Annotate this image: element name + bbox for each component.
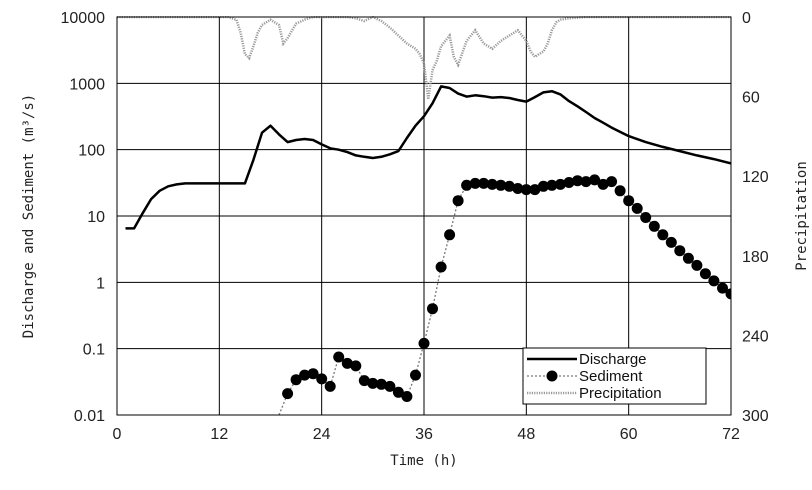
series-precipitation bbox=[117, 16, 731, 100]
series-layer bbox=[117, 16, 731, 416]
x-axis-label: Time (h) bbox=[390, 453, 457, 469]
legend-label-discharge: Discharge bbox=[579, 351, 647, 368]
sediment-point bbox=[392, 386, 404, 398]
x-tick-label: 48 bbox=[517, 426, 535, 443]
sediment-point bbox=[640, 212, 652, 223]
x-tick-label: 0 bbox=[113, 426, 122, 443]
sediment-point bbox=[333, 351, 345, 363]
legend-label-precipitation: Precipitation bbox=[579, 385, 662, 402]
y-right-tick-label: 60 bbox=[742, 90, 760, 107]
y-axis-right-label: Precipitation bbox=[794, 161, 810, 271]
sediment-point bbox=[324, 380, 336, 392]
y-left-tick-label: 10 bbox=[87, 209, 105, 226]
sediment-point bbox=[682, 252, 694, 264]
y-right-tick-label: 300 bbox=[742, 408, 769, 425]
y-left-tick-label: 100 bbox=[78, 143, 105, 160]
sediment-point bbox=[572, 175, 583, 187]
sediment-point bbox=[503, 180, 515, 192]
sediment-point bbox=[452, 195, 464, 207]
y-left-tick-label: 10000 bbox=[61, 10, 106, 27]
sediment-point bbox=[657, 229, 669, 241]
sediment-point bbox=[665, 236, 677, 248]
plot-frame bbox=[116, 16, 732, 416]
ticks-layer: 0 12 24 36 48 60 72 0.01 0.1 1 10 100 1000 10000 0 60 12… bbox=[61, 10, 769, 443]
sediment-point bbox=[444, 229, 456, 241]
sediment-point bbox=[358, 375, 370, 387]
sediment-point bbox=[631, 202, 643, 214]
sediment-point bbox=[495, 179, 507, 191]
sediment-point bbox=[597, 178, 609, 190]
x-tick-label: 60 bbox=[620, 426, 638, 443]
axes-layer bbox=[116, 16, 732, 416]
sediment-point bbox=[367, 377, 379, 389]
sediment-point bbox=[589, 174, 601, 186]
sediment-point bbox=[486, 178, 498, 190]
legend-swatch-sediment-marker bbox=[546, 370, 558, 382]
sediment-point bbox=[316, 373, 328, 385]
sediment-point bbox=[299, 369, 311, 381]
legend-label-sediment: Sediment bbox=[579, 368, 643, 385]
x-tick-label: 72 bbox=[722, 426, 740, 443]
sediment-point bbox=[282, 388, 294, 400]
y-left-tick-label: 1 bbox=[96, 275, 105, 292]
series-discharge bbox=[125, 85, 731, 230]
sediment-point bbox=[307, 368, 319, 380]
sediment-point bbox=[410, 369, 421, 381]
sediment-point bbox=[435, 261, 447, 273]
y-right-tick-label: 180 bbox=[742, 249, 769, 266]
sediment-point bbox=[461, 179, 473, 191]
sediment-point bbox=[529, 184, 541, 196]
y-left-tick-label: 0.1 bbox=[83, 342, 105, 359]
sediment-point bbox=[563, 177, 575, 188]
sediment-point bbox=[427, 303, 438, 315]
sediment-point bbox=[606, 176, 618, 188]
sediment-point bbox=[478, 177, 490, 189]
precipitation-line bbox=[117, 16, 731, 100]
y-left-tick-label: 0.01 bbox=[74, 408, 105, 425]
sediment-point bbox=[290, 374, 302, 386]
y-right-tick-label: 120 bbox=[742, 169, 769, 186]
sediment-point bbox=[648, 220, 660, 232]
sediment-point bbox=[350, 360, 362, 372]
sediment-point bbox=[580, 176, 592, 188]
sediment-point bbox=[401, 391, 413, 402]
y-left-tick-label: 1000 bbox=[69, 76, 105, 93]
x-tick-label: 24 bbox=[313, 426, 331, 443]
y-right-tick-label: 0 bbox=[742, 10, 751, 27]
sediment-point bbox=[699, 268, 711, 280]
sediment-point bbox=[418, 337, 430, 349]
sediment-point bbox=[537, 180, 549, 192]
sediment-point bbox=[375, 378, 387, 390]
series-sediment bbox=[278, 174, 731, 416]
y-right-tick-label: 240 bbox=[742, 328, 769, 345]
sediment-point bbox=[725, 288, 731, 300]
discharge-line bbox=[125, 85, 731, 230]
sediment-point bbox=[520, 184, 532, 196]
sediment-point bbox=[623, 195, 635, 207]
sediment-point bbox=[717, 282, 728, 294]
sediment-point bbox=[512, 183, 524, 194]
x-tick-label: 36 bbox=[415, 426, 433, 443]
sediment-point bbox=[469, 177, 481, 189]
sediment-point bbox=[708, 275, 720, 287]
sediment-point bbox=[384, 380, 396, 392]
sediment-point bbox=[674, 245, 686, 257]
sediment-point bbox=[614, 185, 626, 197]
sediment-point bbox=[691, 259, 703, 271]
y-axis-left-label: Discharge and Sediment (m³/s) bbox=[21, 94, 37, 338]
sediment-point bbox=[554, 178, 566, 190]
sediment-point bbox=[546, 179, 558, 191]
sediment-point bbox=[341, 357, 353, 369]
x-tick-label: 12 bbox=[210, 426, 228, 443]
